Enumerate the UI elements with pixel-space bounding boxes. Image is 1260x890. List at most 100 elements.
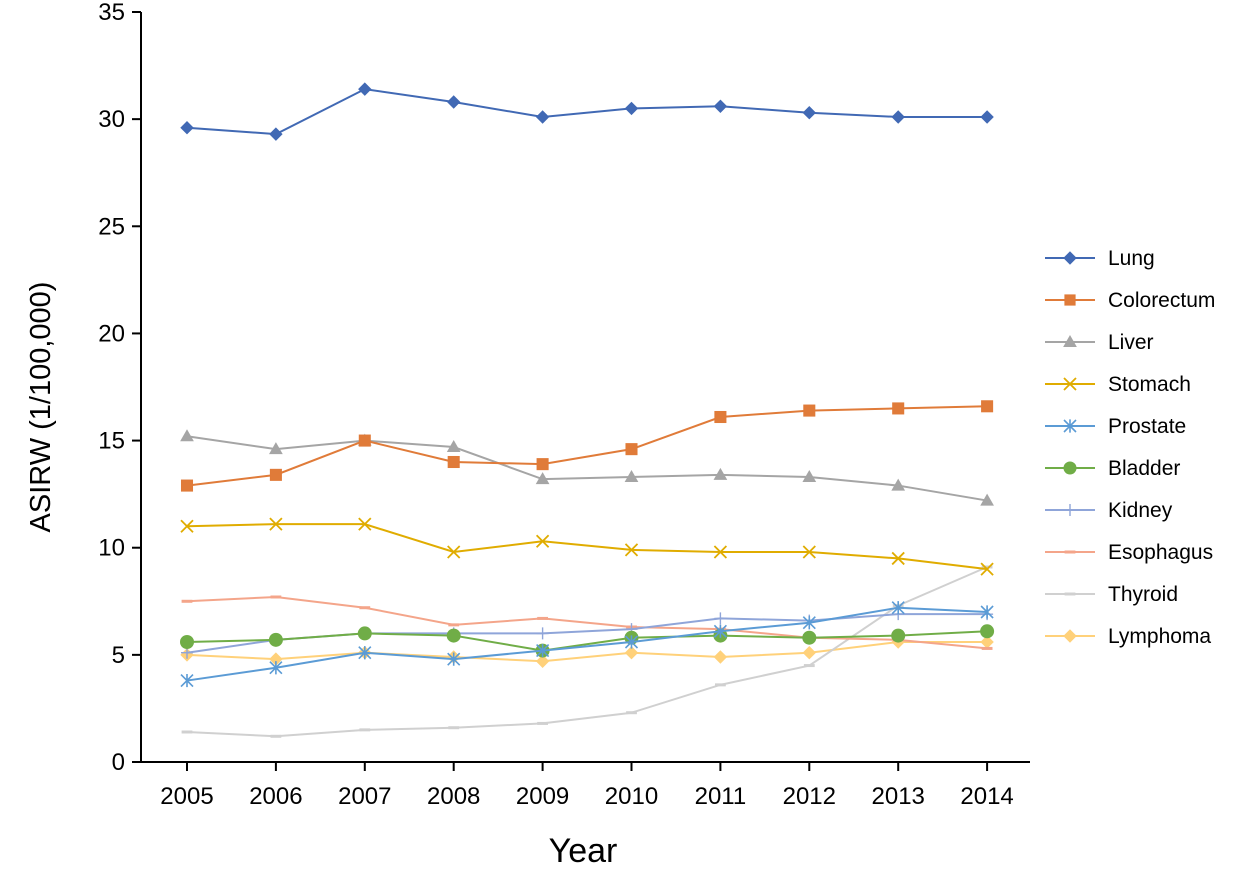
data-point-colorectum [269,468,282,481]
y-axis-title: ASIRW (1/100,000) [25,282,57,533]
series-bladder [180,624,995,658]
y-tick-label: 30 [98,106,125,133]
data-point-colorectum [180,479,194,492]
series-line-thyroid [186,566,988,738]
data-point-liver [891,478,906,491]
x-tick-label: 2012 [783,783,836,810]
legend-marker [1063,629,1077,643]
legend-item-stomach: Stomach [1045,373,1191,396]
legend-item-esophagus: Esophagus [1045,541,1213,564]
y-tick-label: 0 [112,749,125,776]
legend-item-bladder: Bladder [1045,457,1180,480]
data-point-bladder [268,632,283,647]
data-point-bladder [802,630,817,645]
legend: Lung Colorectum Liver Stomach Prostate Bladde… [1045,247,1215,648]
legend-item-kidney: Kidney [1045,499,1173,522]
data-point-lung [446,95,461,109]
series-liver [180,429,994,506]
x-tick-label: 2008 [427,783,480,810]
series-line-prostate [186,606,988,682]
series-line-liver [186,435,988,502]
data-point-prostate [269,661,283,675]
data-point-esophagus [448,623,460,627]
data-point-lung [180,121,194,135]
legend-label-lymphoma: Lymphoma [1108,625,1211,648]
series-esophagus [181,595,993,650]
data-point-lung [980,110,994,124]
data-point-stomach [891,551,905,566]
data-point-stomach [980,562,994,576]
data-point-stomach [713,545,728,559]
legend-item-prostate: Prostate [1045,415,1186,438]
data-point-prostate [980,605,994,619]
legend-marker [1064,592,1076,596]
data-point-prostate [447,652,461,666]
x-tick-label: 2010 [605,783,658,810]
data-point-kidney [714,612,727,625]
data-point-thyroid [715,683,726,687]
data-point-liver [446,439,461,452]
data-point-bladder [891,628,906,643]
data-point-thyroid [626,711,637,715]
series-line-lymphoma [186,641,988,663]
data-point-lung [535,110,550,124]
x-tick-label: 2013 [872,783,925,810]
data-point-esophagus [181,599,193,603]
data-point-prostate [891,601,905,615]
series-prostate [180,601,994,688]
data-point-thyroid [981,565,993,569]
axes: 0 5 10 15 20 25 30 35 2005 2006 2007 2008 2009 2010 20… [98,0,1030,810]
data-point-esophagus [359,606,371,610]
data-point-thyroid [803,664,815,668]
data-point-prostate [536,643,550,658]
y-tick-label: 35 [98,0,125,26]
x-axis-title: Year [549,832,618,870]
legend-label-colorectum: Colorectum [1108,289,1215,312]
data-point-thyroid [448,726,460,730]
data-point-lymphoma [624,646,639,660]
legend-item-lymphoma: Lymphoma [1045,625,1211,648]
legend-label-liver: Liver [1108,331,1154,354]
data-point-stomach [269,517,283,531]
data-point-stomach [180,519,194,533]
y-tick-label: 25 [98,213,125,240]
x-tick-label: 2011 [695,783,747,810]
y-tick-label: 10 [98,535,125,562]
legend-marker [1064,504,1076,516]
series-colorectum [180,400,994,492]
data-point-prostate [802,616,816,630]
data-point-colorectum [447,455,460,469]
data-point-esophagus [537,616,548,620]
series-kidney [181,608,994,659]
legend-item-colorectum: Colorectum [1045,289,1215,312]
series-line-lung [186,88,988,136]
data-point-thyroid [270,734,282,738]
data-point-stomach [802,545,816,559]
x-tick-label: 2014 [960,783,1013,810]
data-point-prostate [713,624,727,638]
series-thyroid [181,565,993,738]
data-point-colorectum [714,410,727,424]
data-point-colorectum [625,443,638,456]
data-point-lung [624,101,639,116]
x-tick-label: 2009 [516,783,569,810]
y-tick-label: 15 [98,428,125,455]
data-point-prostate [624,635,639,649]
data-point-liver [180,429,194,442]
legend-item-liver: Liver [1045,331,1154,354]
legend-label-thyroid: Thyroid [1108,583,1178,606]
x-tick-label: 2007 [338,783,391,810]
legend-marker [1063,461,1077,475]
series-line-colorectum [186,405,988,487]
data-point-prostate [358,646,372,660]
data-point-prostate [180,673,194,688]
legend-marker [1063,251,1077,265]
y-tick-label: 5 [112,642,125,669]
data-point-esophagus [981,646,993,650]
data-point-liver [624,469,639,482]
x-tick-label: 2006 [249,783,302,810]
data-point-thyroid [537,721,548,725]
data-point-lung [802,106,817,120]
series-line-bladder [186,630,988,652]
data-point-stomach [447,545,461,559]
